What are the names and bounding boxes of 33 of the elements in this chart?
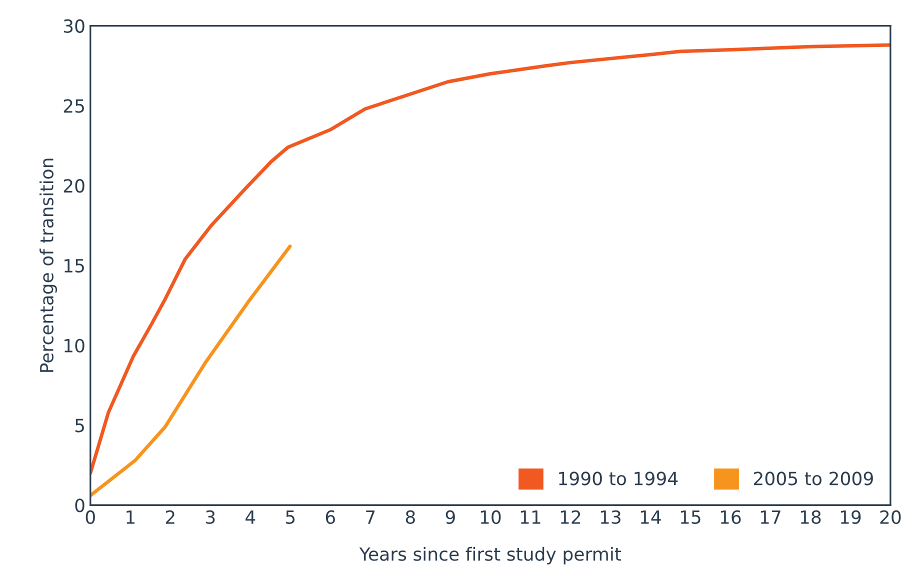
y-tick-label: 25 <box>64 99 84 113</box>
y-axis-title: Percentage of transition <box>40 158 58 372</box>
x-tick-label: 15 <box>680 510 700 524</box>
y-tick-label: 20 <box>64 179 84 193</box>
x-tick-label: 14 <box>640 510 661 524</box>
legend-label: 2005 to 2009 <box>754 472 873 486</box>
x-tick-label: 17 <box>760 510 780 524</box>
x-tick-label: 0 <box>86 510 95 524</box>
y-tick-label: 30 <box>64 19 84 33</box>
x-tick-label: 18 <box>800 510 821 524</box>
x-tick-label: 19 <box>840 510 861 524</box>
x-tick-label: 1 <box>126 510 134 524</box>
line-series <box>90 244 292 498</box>
y-tick-label: 15 <box>64 259 84 273</box>
legend-label: 1990 to 1994 <box>559 472 678 486</box>
x-axis-title: Years since first study permit <box>359 546 622 564</box>
x-tick-label: 16 <box>720 510 741 524</box>
x-tick-label: 3 <box>206 510 215 524</box>
x-tick-label: 5 <box>286 510 295 524</box>
x-tick-label: 7 <box>366 510 375 524</box>
x-tick-label: 11 <box>520 510 540 524</box>
x-tick-label: 20 <box>880 510 901 524</box>
x-tick-label: 9 <box>446 510 455 524</box>
y-tick-label: 0 <box>75 498 84 512</box>
x-tick-label: 4 <box>246 510 256 524</box>
y-tick-label: 5 <box>75 418 84 432</box>
y-tick-label: 10 <box>64 338 84 352</box>
x-tick-label: 10 <box>480 510 501 524</box>
x-tick-label: 2 <box>166 510 174 524</box>
x-tick-label: 13 <box>600 510 620 524</box>
x-tick-label: 12 <box>560 510 580 524</box>
x-tick-label: 8 <box>406 510 415 524</box>
x-tick-label: 6 <box>326 510 336 524</box>
